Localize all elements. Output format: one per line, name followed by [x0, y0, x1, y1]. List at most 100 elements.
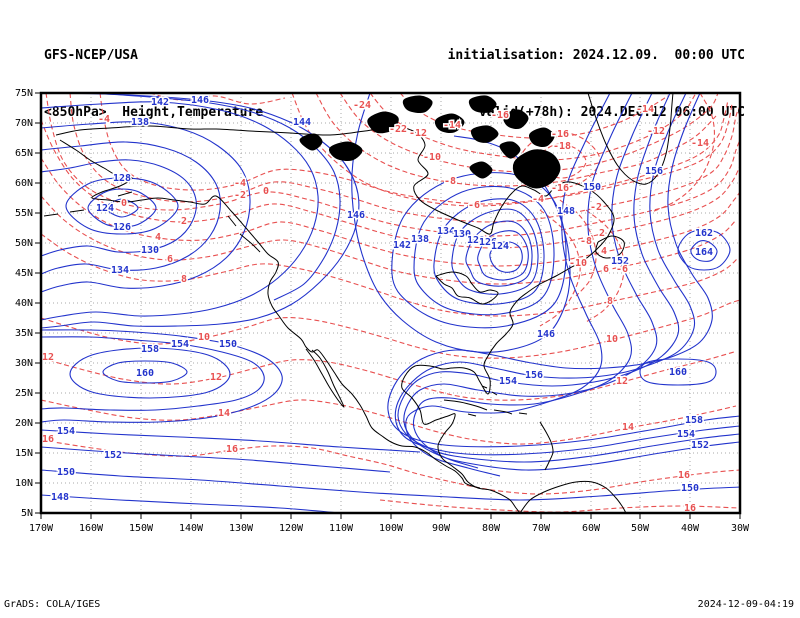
lon-tick-label: 120W [279, 523, 304, 534]
temp-contour-10 [41, 299, 740, 359]
lat-tick-label: 25N [15, 388, 33, 399]
contour-label: 16 [42, 434, 54, 445]
contour-label: 154 [171, 339, 189, 350]
coastline [69, 209, 85, 213]
lon-tick-label: 60W [582, 523, 601, 534]
contour-label: 154 [677, 429, 695, 440]
contour-label: 8 [181, 274, 187, 285]
height-contour-144 [89, 93, 341, 301]
contour-label: 144 [293, 117, 311, 128]
contour-label: 138 [131, 117, 149, 128]
height-contour-134 [433, 198, 545, 305]
lat-tick-label: 40N [15, 298, 33, 309]
contour-label: -10 [423, 152, 441, 163]
lat-tick-label: 55N [15, 208, 33, 219]
coastline [55, 125, 615, 513]
temp-contour--2 [69, 93, 740, 223]
coastline [539, 421, 554, 471]
contour-label: -18 [553, 141, 571, 152]
island-landmass [468, 95, 497, 113]
temp-contour--14 [651, 93, 715, 213]
contour-label: 138 [411, 234, 429, 245]
contour-label: 10 [606, 334, 618, 345]
temp-contour-4 [41, 157, 740, 267]
lat-tick-label: 45N [15, 268, 33, 279]
model-title: GFS-NCEP/USA [44, 48, 138, 63]
height-contour-130 [451, 208, 539, 295]
contour-label: 16 [226, 444, 238, 455]
coastline [587, 93, 674, 185]
coastline [239, 233, 261, 253]
graticule [41, 93, 740, 513]
lon-tick-label: 150W [129, 523, 154, 534]
height-contour-154 [41, 336, 265, 411]
init-time: initialisation: 2024.12.09. 00:00 UTC [447, 48, 745, 63]
height-contour-146 [41, 93, 360, 329]
contour-label: -16 [491, 110, 509, 121]
height-contour-128 [65, 177, 179, 235]
contour-label: 2 [599, 228, 605, 239]
coastline [595, 235, 625, 259]
temp-contour-8 [41, 233, 739, 317]
lat-tick-label: 15N [15, 448, 33, 459]
contour-label: 134 [437, 226, 455, 237]
height-contour-126 [87, 188, 157, 228]
contour-label: 150 [681, 483, 699, 494]
height-contour-142 [391, 172, 567, 329]
contour-label: 148 [557, 206, 575, 217]
lat-tick-label: 10N [15, 478, 33, 489]
contour-label: 158 [141, 344, 159, 355]
lon-tick-label: 140W [179, 523, 204, 534]
height-contour-154 [41, 429, 421, 453]
lon-tick-label: 130W [229, 523, 254, 534]
island-landmass [503, 109, 529, 130]
lon-tick-label: 170W [29, 523, 54, 534]
temp-contour-14 [41, 399, 737, 445]
height-contour-134 [41, 141, 221, 275]
contour-label: 150 [219, 339, 237, 350]
contour-label: 0 [121, 198, 127, 209]
grads-credit: GrADS: COLA/IGES [4, 599, 101, 610]
coastlines [43, 93, 674, 513]
coastline [227, 215, 237, 227]
contour-labels: 1241261281301341381421441461461461501501… [41, 94, 715, 514]
height-contour-154 [397, 93, 740, 463]
contour-label: -4 [532, 194, 544, 205]
contour-label: 130 [141, 245, 159, 256]
height-contour-150 [41, 469, 740, 501]
height-contour-130 [41, 159, 197, 257]
temp-contour--4 [99, 93, 733, 205]
coastline [305, 348, 345, 408]
temp-contour-2 [41, 119, 740, 249]
contour-label: 142 [393, 240, 411, 251]
contour-label: 146 [537, 329, 555, 340]
contour-label: 16 [678, 470, 690, 481]
height-contour-152 [41, 446, 391, 473]
contour-label: 14 [218, 408, 230, 419]
lon-tick-label: 70W [532, 523, 551, 534]
lon-tick-label: 110W [329, 523, 354, 534]
contour-label: -22 [389, 124, 407, 135]
lat-tick-label: 5N [21, 508, 33, 519]
temp-contour-6 [41, 195, 737, 285]
coastline [59, 139, 481, 489]
island-landmass [499, 141, 521, 159]
height-contour-150 [41, 329, 283, 423]
island-landmass [329, 141, 363, 162]
contour-label: 156 [645, 166, 663, 177]
contour-label: -10 [569, 258, 587, 269]
contour-label: -14 [636, 104, 654, 115]
island-landmass [434, 113, 465, 134]
island-landmass [470, 125, 499, 143]
height-contour-138 [41, 121, 251, 293]
island-landmass [469, 161, 493, 179]
lon-tick-label: 160W [79, 523, 104, 534]
contour-label: 8 [607, 296, 613, 307]
contour-label: -8 [444, 176, 456, 187]
coastline [491, 391, 498, 396]
lon-tick-label: 50W [631, 523, 650, 534]
lat-tick-label: 65N [15, 148, 33, 159]
height-contour-152 [403, 93, 740, 471]
